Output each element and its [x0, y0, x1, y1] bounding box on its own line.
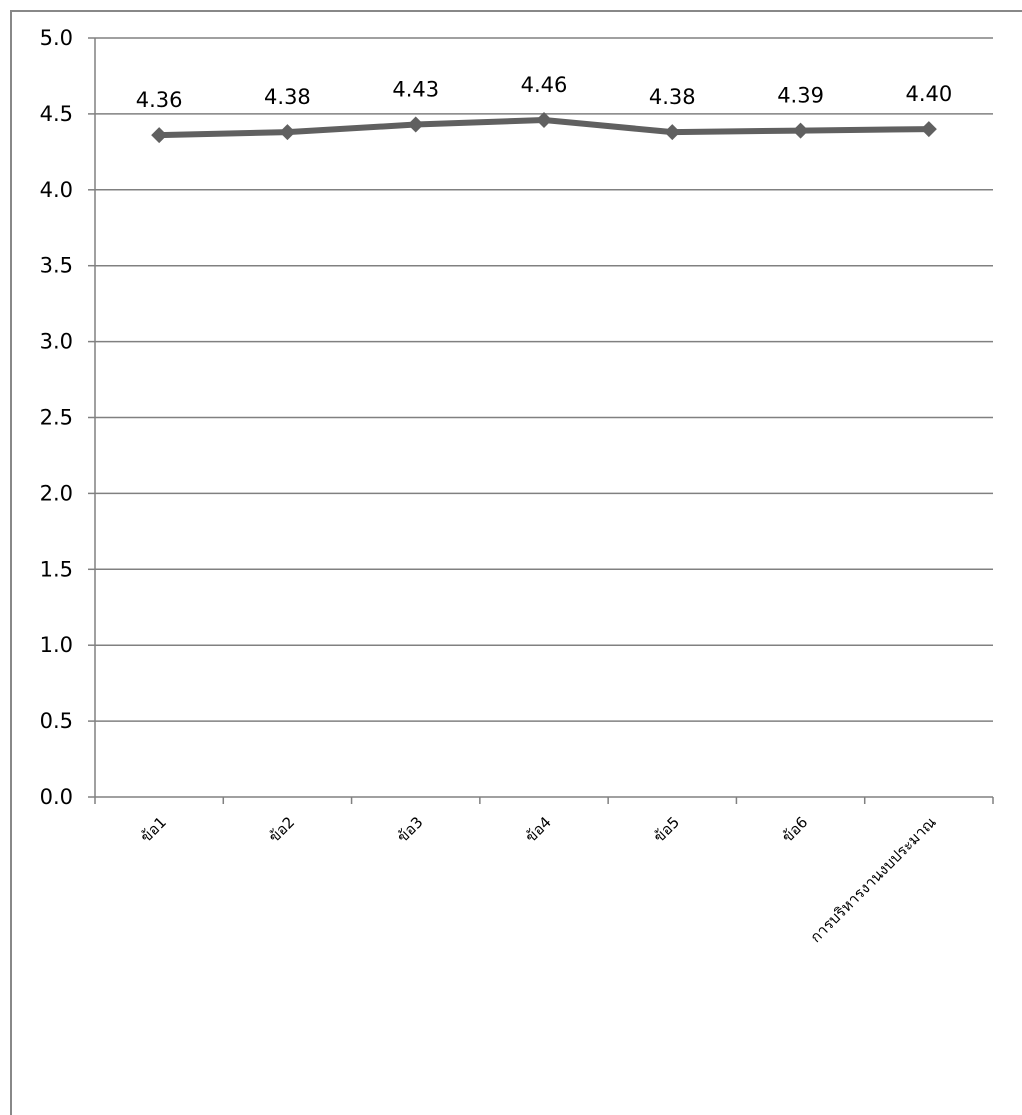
y-tick-label: 0.0 — [40, 785, 73, 809]
x-tick-label: ข้อ4 — [522, 813, 555, 846]
x-tick-label: ข้อ6 — [778, 813, 811, 846]
chart-frame — [10, 10, 1022, 1115]
y-tick-label: 2.5 — [40, 406, 73, 430]
x-tick-label: ข้อ3 — [393, 813, 426, 846]
y-tick-label: 1.5 — [40, 557, 73, 581]
data-label: 4.39 — [777, 84, 824, 108]
data-label: 4.38 — [649, 85, 696, 109]
data-point-marker — [279, 124, 296, 141]
y-tick-label: 0.5 — [40, 709, 73, 733]
x-tick-label: ข้อ5 — [650, 813, 683, 846]
y-tick-label: 5.0 — [40, 26, 73, 50]
x-tick-labels: ข้อ1 ข้อ2 ข้อ3 ข้อ4 ข้อ5 ข้อ6การบริหารงานงบปร… — [137, 813, 940, 946]
data-label: 4.38 — [264, 85, 311, 109]
data-point-marker — [407, 116, 424, 133]
data-label: 4.46 — [521, 73, 568, 97]
data-label: 4.43 — [392, 78, 439, 102]
y-tick-labels: 0.0 0.5 1.0 1.5 2.0 2.5 3.0 3.5 4.0 4.5 5.0 — [40, 26, 73, 809]
gridlines — [95, 37, 993, 722]
data-point-marker — [792, 122, 809, 139]
axes — [88, 37, 994, 804]
data-label: 4.40 — [905, 82, 952, 106]
y-tick-label: 2.0 — [40, 481, 73, 505]
y-tick-label: 4.0 — [40, 178, 73, 202]
y-tick-label: 3.5 — [40, 254, 73, 278]
y-tick-label: 1.0 — [40, 633, 73, 657]
data-point-marker — [920, 121, 937, 138]
data-labels: 4.36 4.38 4.43 4.46 4.38 4.39 4.40 — [136, 73, 952, 112]
data-point-marker — [151, 127, 168, 144]
x-tick-label: ข้อ1 — [137, 813, 170, 846]
data-point-marker — [664, 124, 681, 141]
y-tick-label: 3.0 — [40, 330, 73, 354]
data-label: 4.36 — [136, 88, 183, 112]
data-point-marker — [536, 111, 552, 128]
y-tick-label: 4.5 — [40, 102, 73, 126]
x-tick-label: ข้อ2 — [265, 813, 298, 846]
x-tick-label: การบริหารงานงบประมาณ — [807, 813, 940, 946]
series-line — [151, 111, 937, 144]
